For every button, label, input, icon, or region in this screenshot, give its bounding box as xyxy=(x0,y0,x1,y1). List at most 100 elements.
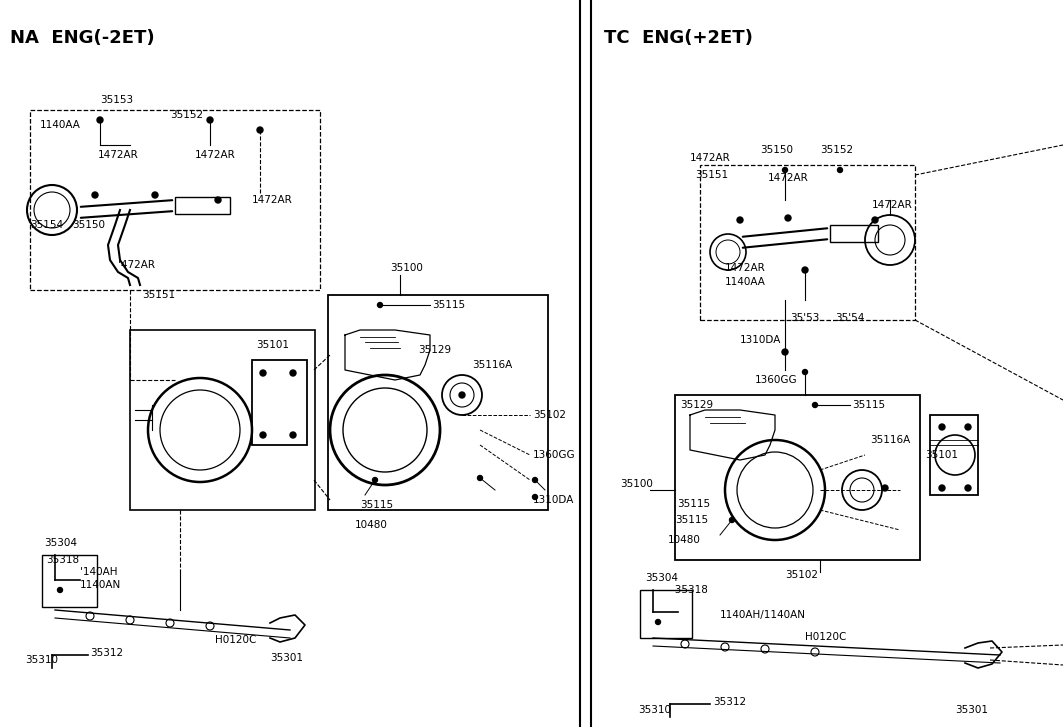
Bar xyxy=(130,330,315,510)
Text: 35101: 35101 xyxy=(925,450,958,460)
Text: 35129: 35129 xyxy=(680,400,713,410)
Text: -35318: -35318 xyxy=(672,585,709,595)
Circle shape xyxy=(459,392,465,398)
Circle shape xyxy=(838,167,843,172)
Text: 35'53: 35'53 xyxy=(790,313,820,323)
Text: 1472AR: 1472AR xyxy=(690,153,730,163)
Circle shape xyxy=(965,424,971,430)
Bar xyxy=(830,225,878,242)
Text: 1472AR: 1472AR xyxy=(195,150,236,160)
Text: 35153: 35153 xyxy=(100,95,133,105)
Circle shape xyxy=(882,485,888,491)
Circle shape xyxy=(207,117,213,123)
Text: 35312: 35312 xyxy=(713,697,746,707)
FancyArrowPatch shape xyxy=(81,212,172,218)
Circle shape xyxy=(477,475,483,481)
Circle shape xyxy=(215,197,221,203)
Text: 35129: 35129 xyxy=(418,345,451,355)
Circle shape xyxy=(377,302,383,308)
Text: 35116A: 35116A xyxy=(870,435,910,445)
Circle shape xyxy=(372,478,377,483)
Circle shape xyxy=(872,217,878,223)
Text: 35115: 35115 xyxy=(432,300,466,310)
Text: 35310: 35310 xyxy=(26,655,58,665)
Text: 10480: 10480 xyxy=(355,520,388,530)
Text: 35310: 35310 xyxy=(638,705,671,715)
Bar xyxy=(43,555,97,607)
Circle shape xyxy=(939,485,945,491)
Bar xyxy=(701,165,915,320)
Text: 35304: 35304 xyxy=(645,573,678,583)
Circle shape xyxy=(812,403,817,408)
Bar xyxy=(675,395,919,560)
Text: 35318: 35318 xyxy=(46,555,79,565)
Text: 35301: 35301 xyxy=(270,653,303,663)
Text: '140AH: '140AH xyxy=(80,567,118,577)
Circle shape xyxy=(737,217,743,223)
Text: 35115: 35115 xyxy=(675,515,708,525)
Circle shape xyxy=(97,117,103,123)
Text: 35151: 35151 xyxy=(695,170,728,180)
Polygon shape xyxy=(690,410,775,460)
Bar xyxy=(175,197,230,214)
Circle shape xyxy=(782,349,788,355)
Circle shape xyxy=(802,267,808,273)
FancyArrowPatch shape xyxy=(743,228,827,237)
Text: 10480: 10480 xyxy=(668,535,701,545)
Text: 1140AN: 1140AN xyxy=(80,580,121,590)
Text: H0120C: H0120C xyxy=(805,632,846,642)
Circle shape xyxy=(784,215,791,221)
Circle shape xyxy=(152,192,158,198)
Text: 1140AA: 1140AA xyxy=(725,277,765,287)
Circle shape xyxy=(533,478,538,483)
Text: 35312: 35312 xyxy=(90,648,123,658)
Text: 35151: 35151 xyxy=(142,290,175,300)
FancyArrowPatch shape xyxy=(743,239,827,248)
Text: 35152: 35152 xyxy=(170,110,203,120)
Text: 1472AR: 1472AR xyxy=(872,200,913,210)
Circle shape xyxy=(729,518,735,523)
Text: NA  ENG(-2ET): NA ENG(-2ET) xyxy=(10,29,154,47)
Text: TC  ENG(+2ET): TC ENG(+2ET) xyxy=(604,29,753,47)
Text: 35101: 35101 xyxy=(256,340,289,350)
Text: 35301: 35301 xyxy=(955,705,988,715)
Text: 35304: 35304 xyxy=(44,538,77,548)
Text: 1472AR: 1472AR xyxy=(725,263,765,273)
Text: '472AR: '472AR xyxy=(118,260,155,270)
Text: 35150: 35150 xyxy=(72,220,105,230)
Text: 1472AR: 1472AR xyxy=(252,195,292,205)
Text: 35102: 35102 xyxy=(533,410,566,420)
Text: 1140AA: 1140AA xyxy=(40,120,81,130)
Circle shape xyxy=(57,587,63,593)
Text: 1310DA: 1310DA xyxy=(533,495,574,505)
Text: 1310DA: 1310DA xyxy=(740,335,781,345)
Polygon shape xyxy=(345,330,431,380)
Circle shape xyxy=(260,370,266,376)
Text: 1472AR: 1472AR xyxy=(98,150,139,160)
Text: 35100: 35100 xyxy=(390,263,423,273)
Text: 35115: 35115 xyxy=(677,499,710,509)
Text: H0120C: H0120C xyxy=(215,635,256,645)
Bar xyxy=(328,295,549,510)
Circle shape xyxy=(656,619,660,624)
Circle shape xyxy=(533,494,538,499)
Text: 35116A: 35116A xyxy=(472,360,512,370)
Text: 35154: 35154 xyxy=(30,220,63,230)
Text: 35115: 35115 xyxy=(360,500,393,510)
FancyArrowPatch shape xyxy=(81,200,172,206)
Circle shape xyxy=(965,485,971,491)
Text: 1472AR: 1472AR xyxy=(767,173,809,183)
Text: 1140AH/1140AN: 1140AH/1140AN xyxy=(720,610,806,620)
Bar xyxy=(930,415,978,495)
Text: 35115: 35115 xyxy=(853,400,885,410)
Bar xyxy=(30,110,320,290)
Text: 35100: 35100 xyxy=(620,479,653,489)
Circle shape xyxy=(260,432,266,438)
Bar xyxy=(252,360,307,445)
Circle shape xyxy=(803,369,808,374)
Text: 35150: 35150 xyxy=(760,145,793,155)
Text: 1360GG: 1360GG xyxy=(755,375,797,385)
Circle shape xyxy=(257,127,263,133)
Circle shape xyxy=(782,167,788,172)
Text: 1360GG: 1360GG xyxy=(533,450,576,460)
